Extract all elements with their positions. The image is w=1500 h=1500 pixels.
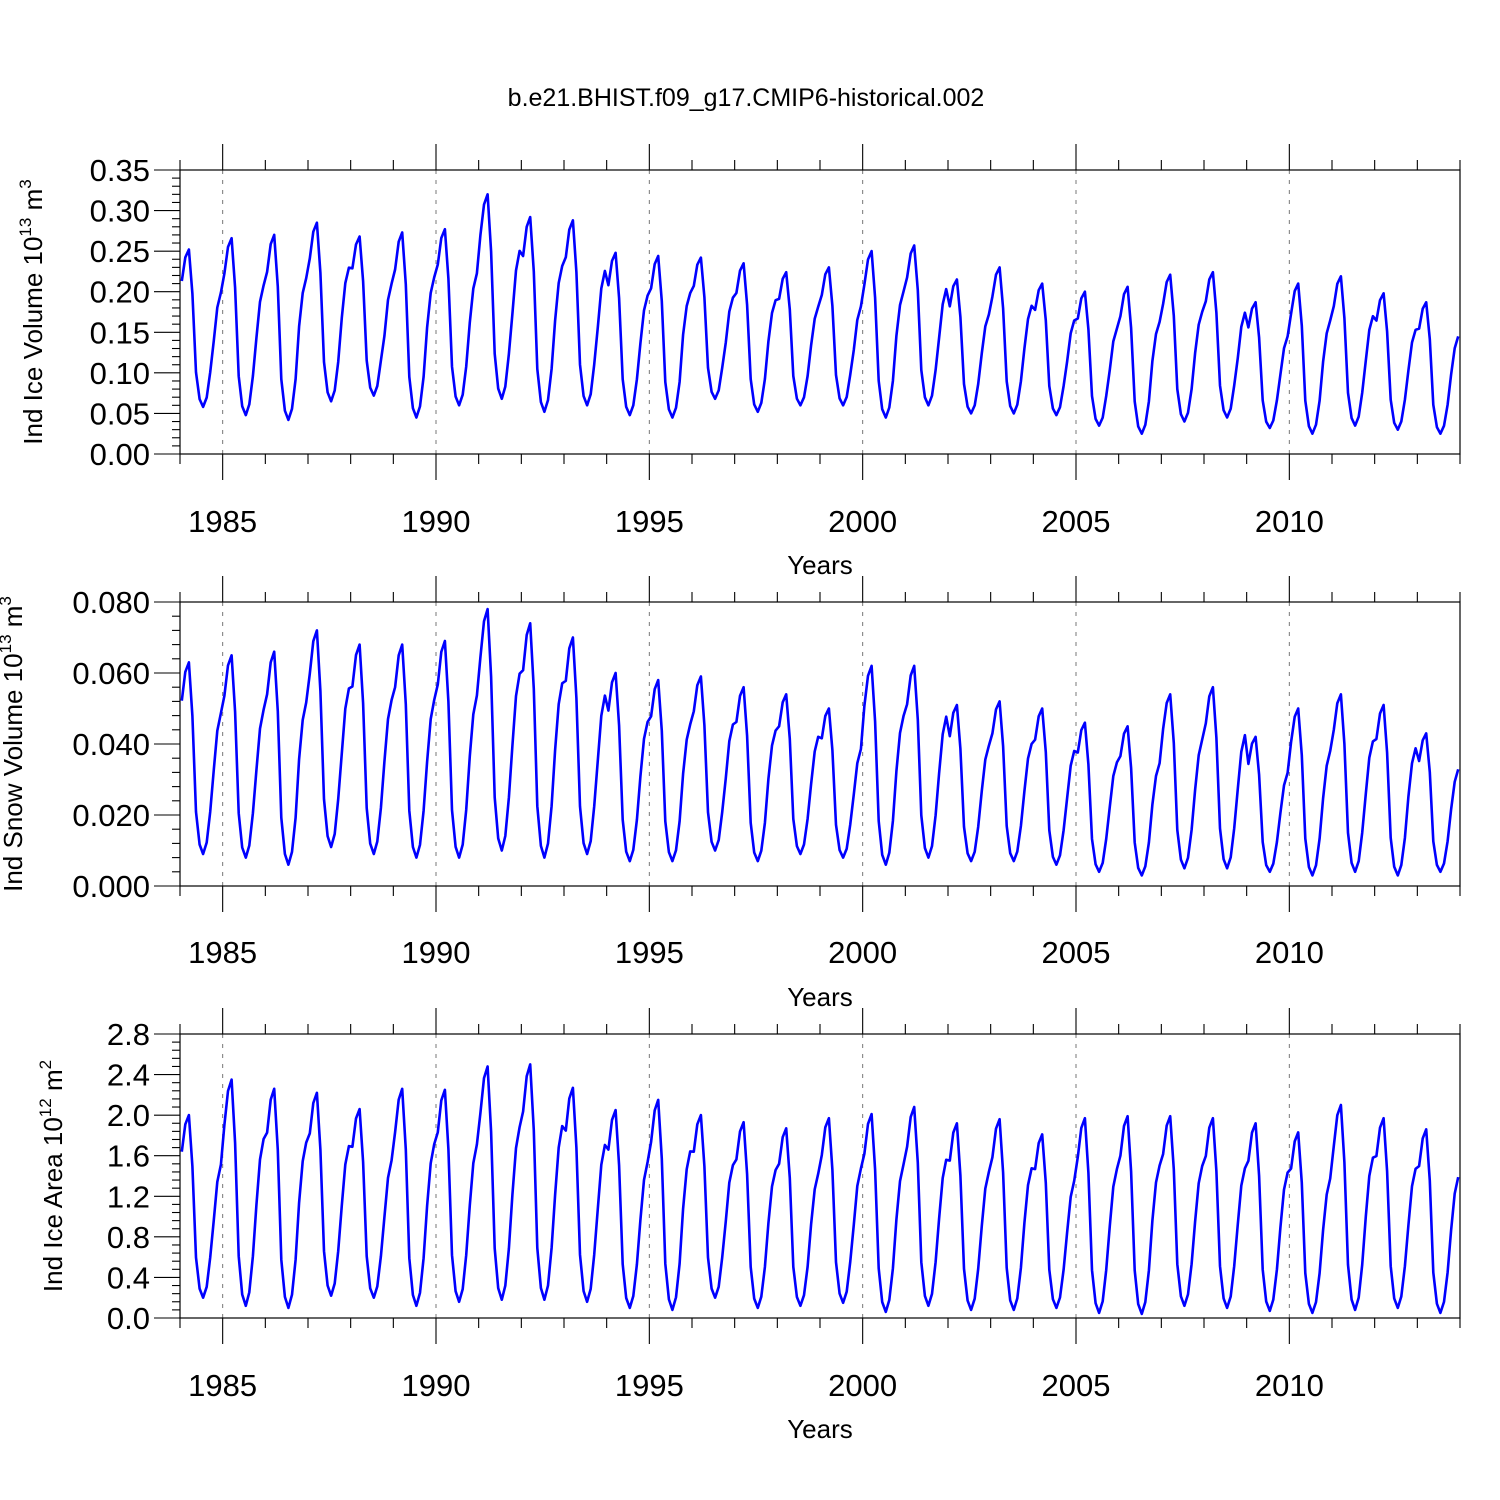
x-tick-label: 1995: [615, 935, 684, 970]
y-tick-label: 0.8: [107, 1220, 150, 1255]
x-tick-label: 2005: [1042, 935, 1111, 970]
x-tick-label: 1985: [188, 1368, 257, 1403]
y-tick-label: 0.05: [90, 396, 150, 431]
y-tick-label: 0.15: [90, 315, 150, 350]
x-tick-label: 1985: [188, 504, 257, 539]
y-tick-label: 0.20: [90, 275, 150, 310]
y-tick-label: 0.060: [72, 656, 150, 691]
figure-title: b.e21.BHIST.f09_g17.CMIP6-historical.002: [508, 84, 985, 112]
y-tick-label: 0.10: [90, 356, 150, 391]
x-tick-label: 2005: [1042, 504, 1111, 539]
y-tick-label: 0.35: [90, 153, 150, 188]
panel-2: 0.000 0.020 0.040 0.060 0.080 1985 1990 1995 200…: [0, 576, 1461, 1012]
panels: 0.00 0.05 0.10 0.15 0.20 0.25 0.30 0.35 1985 1990…: [0, 144, 1461, 1444]
x-axis-label: Years: [787, 1414, 853, 1444]
y-tick-label: 0.00: [90, 437, 150, 472]
y-tick-label: 0.080: [72, 585, 150, 620]
x-tick-label: 1985: [188, 935, 257, 970]
x-tick-label: 2005: [1042, 1368, 1111, 1403]
x-axis-label: Years: [787, 550, 853, 580]
y-tick-label: 1.6: [107, 1139, 150, 1174]
y-tick-label: 0.020: [72, 798, 150, 833]
x-tick-label: 1990: [402, 504, 471, 539]
y-tick-label: 2.4: [107, 1058, 150, 1093]
plot-frame: [179, 1033, 1461, 1319]
y-tick-label: 0.0: [107, 1301, 150, 1336]
x-tick-label: 1990: [402, 1368, 471, 1403]
x-tick-label: 2010: [1255, 504, 1324, 539]
y-axis-label: Ind Snow Volume 1013 m3: [0, 596, 28, 892]
x-tick-label: 1995: [615, 504, 684, 539]
x-tick-label: 2000: [828, 1368, 897, 1403]
x-tick-label: 2010: [1255, 935, 1324, 970]
series-line: [180, 193, 1460, 436]
y-tick-label: 0.040: [72, 727, 150, 762]
y-axis-label: Ind Ice Volume 1013 m3: [16, 179, 48, 444]
x-tick-label: 1990: [402, 935, 471, 970]
x-tick-label: 2000: [828, 504, 897, 539]
y-tick-label: 0.000: [72, 869, 150, 904]
y-tick-label: 0.4: [107, 1260, 150, 1295]
series-line: [180, 607, 1460, 877]
y-tick-label: 2.8: [107, 1017, 150, 1052]
plot-frame: [179, 601, 1461, 887]
panel-1: 0.00 0.05 0.10 0.15 0.20 0.25 0.30 0.35 1985 1990…: [16, 144, 1461, 580]
plot-frame: [179, 169, 1461, 455]
x-axis-label: Years: [787, 982, 853, 1012]
y-tick-label: 0.30: [90, 194, 150, 229]
y-tick-label: 0.25: [90, 234, 150, 269]
x-tick-label: 1995: [615, 1368, 684, 1403]
panel-3: 0.0 0.4 0.8 1.2 1.6 2.0 2.4 2.8 1985 1990 1995 2000…: [36, 1008, 1461, 1444]
y-tick-label: 2.0: [107, 1098, 150, 1133]
y-axis-label: Ind Ice Area 1012 m2: [36, 1060, 68, 1292]
y-tick-label: 1.2: [107, 1179, 150, 1214]
series-line: [180, 1063, 1460, 1316]
x-tick-label: 2000: [828, 935, 897, 970]
x-tick-label: 2010: [1255, 1368, 1324, 1403]
